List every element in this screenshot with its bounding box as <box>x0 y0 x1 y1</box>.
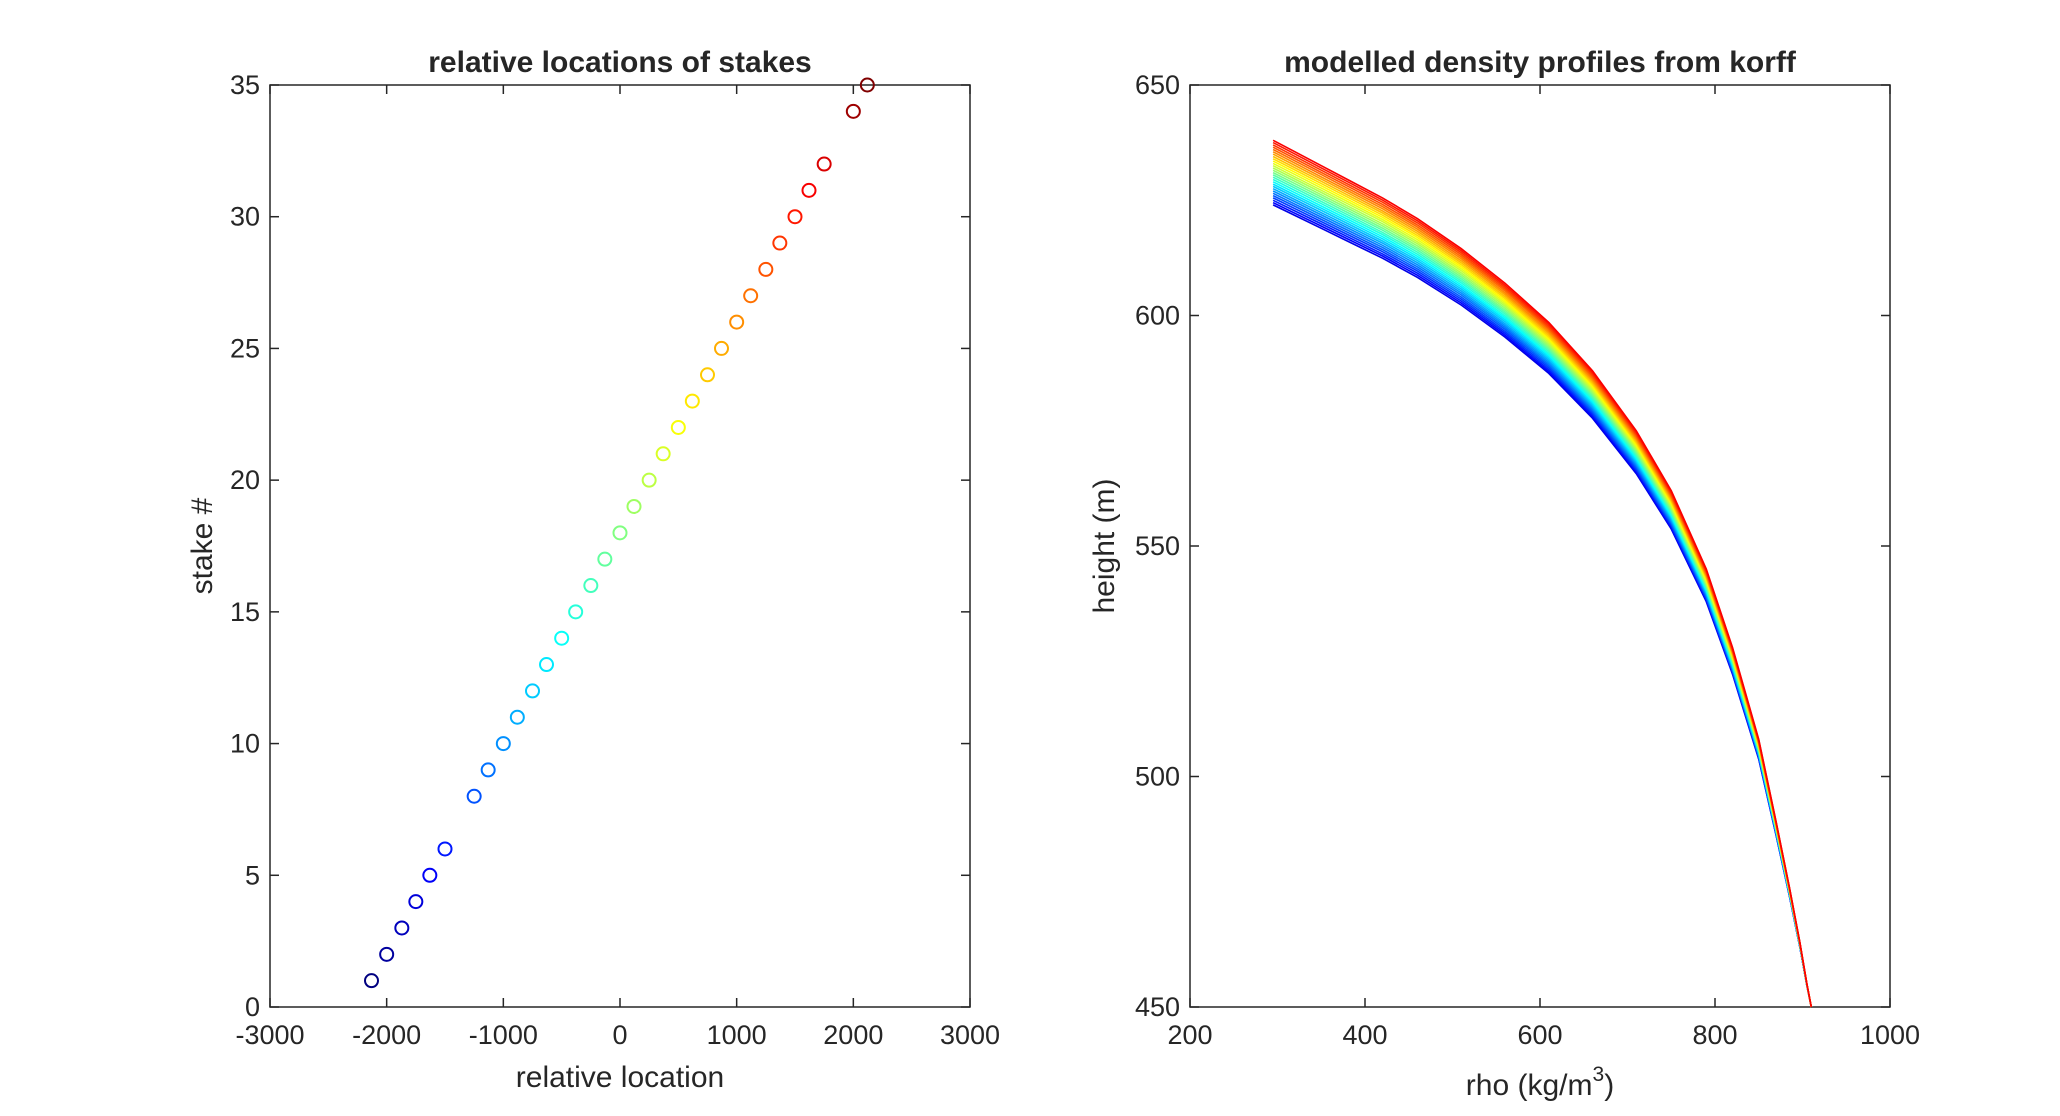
stake-point <box>568 604 584 620</box>
stake-point <box>539 657 554 673</box>
stake-point <box>626 498 642 514</box>
left-x-tick-label: 1000 <box>707 1020 767 1050</box>
left-x-tick-label: 0 <box>612 1020 627 1050</box>
left-x-tick-label: 2000 <box>823 1020 883 1050</box>
stake-point <box>670 419 686 435</box>
right-ticks: 200 400 600 800 1000 450 500 550 600 650 <box>1135 70 1920 1050</box>
right-x-axis-label-main: rho (kg/m <box>1466 1069 1593 1102</box>
stake-point <box>845 103 861 119</box>
left-axes-box <box>269 84 971 1008</box>
stake-point <box>758 261 774 277</box>
left-x-tick-label: -1000 <box>469 1020 538 1050</box>
right-x-tick-label: 1000 <box>1860 1020 1920 1050</box>
right-x-axis-label-end: ) <box>1604 1069 1614 1102</box>
stake-point <box>801 182 817 198</box>
right-y-tick-label: 600 <box>1135 301 1180 331</box>
stake-point <box>655 446 671 462</box>
left-y-tick-label: 25 <box>230 333 260 363</box>
density-profile-line <box>1272 139 1813 1008</box>
stake-point <box>729 314 745 330</box>
right-chart-title: modelled density profiles from korff <box>1284 46 1797 79</box>
stake-point <box>554 630 570 646</box>
right-x-tick-label: 800 <box>1692 1020 1737 1050</box>
left-y-tick-label: 0 <box>245 992 260 1022</box>
stake-point <box>394 920 410 936</box>
stake-point <box>612 525 628 541</box>
left-y-tick-label: 30 <box>230 202 260 232</box>
left-y-tick-label: 20 <box>230 465 260 495</box>
left-x-tick-label: -3000 <box>235 1020 304 1050</box>
right-y-tick-label: 650 <box>1135 70 1180 100</box>
right-line-panel: 200 400 600 800 1000 450 500 550 600 650 modelled… <box>1088 46 1920 1102</box>
left-y-tick-label: 15 <box>230 597 260 627</box>
stake-point <box>495 736 511 752</box>
right-y-tick-label: 550 <box>1135 531 1180 561</box>
right-x-tick-label: 400 <box>1342 1020 1387 1050</box>
right-density-lines <box>1272 139 1813 1008</box>
stake-point <box>787 209 803 225</box>
stake-point <box>772 235 788 251</box>
stake-point <box>597 551 613 567</box>
right-y-tick-label: 500 <box>1135 762 1180 792</box>
left-data-points <box>364 77 875 989</box>
right-x-tick-label: 200 <box>1167 1020 1212 1050</box>
left-y-tick-label: 5 <box>245 860 260 890</box>
stake-point <box>743 288 759 304</box>
left-chart-title: relative locations of stakes <box>428 46 812 79</box>
stake-point <box>466 788 482 804</box>
stake-point <box>714 340 729 356</box>
stake-point <box>422 867 438 883</box>
stake-point <box>684 393 700 409</box>
stake-point <box>525 683 540 699</box>
stake-point <box>641 472 657 488</box>
stake-point <box>364 973 379 989</box>
left-x-axis-label: relative location <box>516 1061 724 1094</box>
right-y-tick-label: 450 <box>1135 992 1180 1022</box>
right-x-axis-label-sup: 3 <box>1593 1063 1605 1086</box>
stake-point <box>437 841 453 857</box>
left-y-tick-label: 10 <box>230 729 260 759</box>
left-y-axis-label: stake # <box>186 497 219 594</box>
left-y-tick-label: 35 <box>230 70 260 100</box>
stake-point <box>859 77 875 93</box>
left-x-tick-label: 3000 <box>940 1020 1000 1050</box>
stake-point <box>700 367 715 383</box>
left-x-tick-label: -2000 <box>352 1020 421 1050</box>
stake-point <box>583 578 599 594</box>
right-x-axis-label: rho (kg/m3) <box>1466 1063 1614 1102</box>
left-ticks: -3000 -2000 -1000 0 1000 2000 3000 0 5 10 15 20 25 30… <box>230 70 1000 1050</box>
stake-point <box>816 156 832 172</box>
stake-point <box>408 894 424 910</box>
stake-point <box>509 709 525 725</box>
stake-point <box>379 946 395 962</box>
right-x-tick-label: 600 <box>1517 1020 1562 1050</box>
left-scatter-panel: -3000 -2000 -1000 0 1000 2000 3000 0 5 10 15 20 25 30… <box>186 46 1000 1094</box>
stake-point <box>480 762 496 778</box>
right-y-axis-label: height (m) <box>1088 478 1121 613</box>
